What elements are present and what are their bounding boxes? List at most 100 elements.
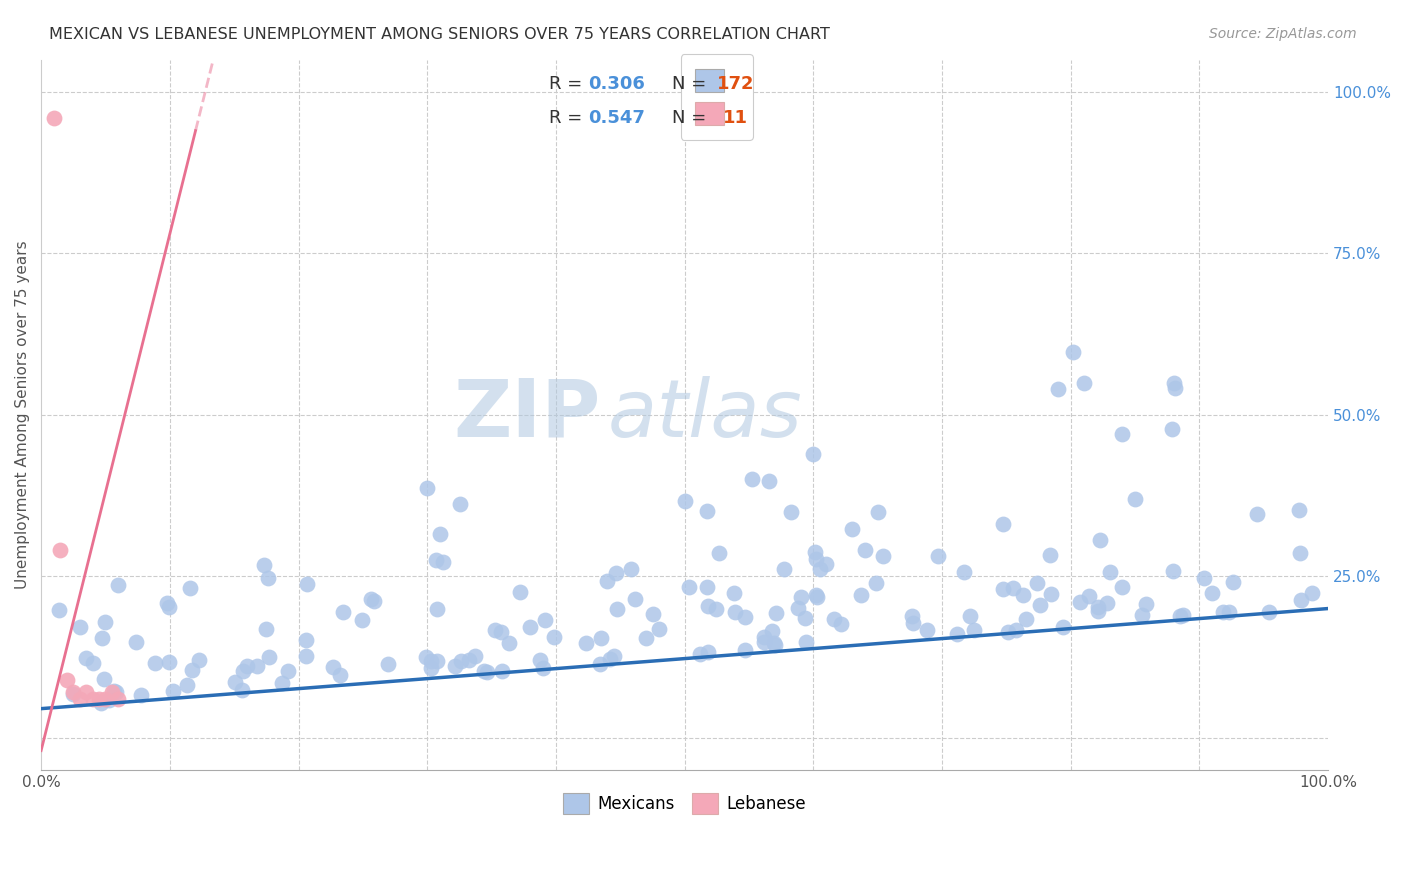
Point [804, 552, 827, 566]
Text: R =: R = [550, 76, 589, 94]
Point [416, 482, 439, 496]
Point [872, 549, 894, 564]
Point [103, 683, 125, 698]
Point [69, 620, 91, 634]
Point [87, 692, 110, 706]
Point [794, 635, 817, 649]
Point [673, 494, 696, 508]
Point [246, 658, 269, 673]
Point [1029, 598, 1052, 612]
Point [484, 623, 506, 637]
Point [101, 685, 124, 699]
Point [271, 675, 294, 690]
Point [741, 472, 763, 486]
Point [489, 625, 512, 640]
Point [1004, 624, 1026, 638]
Point [841, 522, 863, 536]
Point [1288, 502, 1310, 516]
Point [543, 630, 565, 644]
Point [457, 653, 479, 667]
Point [1095, 596, 1118, 610]
Point [426, 654, 449, 668]
Point [1171, 608, 1194, 623]
Point [603, 649, 626, 664]
Point [773, 562, 796, 576]
Point [866, 505, 889, 519]
Point [678, 580, 700, 594]
Point [754, 630, 776, 644]
Point [162, 684, 184, 698]
Point [901, 615, 924, 630]
Point [763, 638, 786, 652]
Point [69, 692, 91, 706]
Point [277, 664, 299, 678]
Point [763, 636, 786, 650]
Point [648, 622, 671, 636]
Point [1168, 609, 1191, 624]
Text: atlas: atlas [607, 376, 803, 454]
Text: 0.306: 0.306 [588, 76, 645, 94]
Point [491, 665, 513, 679]
Point [420, 661, 443, 675]
Point [624, 591, 647, 606]
Point [531, 661, 554, 675]
Point [1015, 611, 1038, 625]
Point [432, 556, 454, 570]
Point [254, 622, 277, 636]
Point [125, 635, 148, 649]
Point [420, 654, 443, 668]
Point [1062, 344, 1084, 359]
Point [155, 596, 177, 610]
Point [104, 685, 127, 699]
Point [696, 580, 718, 594]
Point [107, 578, 129, 592]
Point [450, 654, 472, 668]
Point [429, 526, 451, 541]
Point [1289, 546, 1312, 560]
Text: 0.547: 0.547 [588, 109, 645, 127]
Point [1073, 376, 1095, 390]
Point [533, 613, 555, 627]
Point [224, 674, 246, 689]
Point [1001, 581, 1024, 595]
Point [179, 581, 201, 595]
Point [322, 660, 344, 674]
Point [634, 631, 657, 645]
Point [56, 673, 79, 687]
Point [1040, 587, 1063, 601]
Point [425, 553, 447, 567]
Point [697, 599, 720, 613]
Point [475, 665, 498, 679]
Point [962, 623, 984, 637]
Point [696, 645, 718, 659]
Point [915, 623, 938, 637]
Point [724, 606, 747, 620]
Point [1078, 589, 1101, 603]
Text: N =: N = [672, 109, 711, 127]
Point [1046, 382, 1069, 396]
Point [575, 635, 598, 649]
Text: N =: N = [672, 76, 711, 94]
Point [519, 619, 541, 633]
Point [723, 586, 745, 600]
Point [176, 678, 198, 692]
Point [641, 607, 664, 621]
Point [1098, 565, 1121, 579]
Point [806, 591, 828, 605]
Point [1222, 574, 1244, 589]
Point [329, 668, 352, 682]
Point [707, 546, 730, 560]
Point [295, 649, 318, 664]
Point [75, 685, 97, 699]
Point [605, 566, 627, 580]
Point [464, 649, 486, 664]
Point [830, 617, 852, 632]
Point [508, 585, 530, 599]
Point [1025, 576, 1047, 591]
Point [997, 625, 1019, 640]
Point [1289, 592, 1312, 607]
Point [253, 558, 276, 572]
Point [42, 111, 65, 125]
Point [90, 631, 112, 645]
Point [157, 655, 180, 669]
